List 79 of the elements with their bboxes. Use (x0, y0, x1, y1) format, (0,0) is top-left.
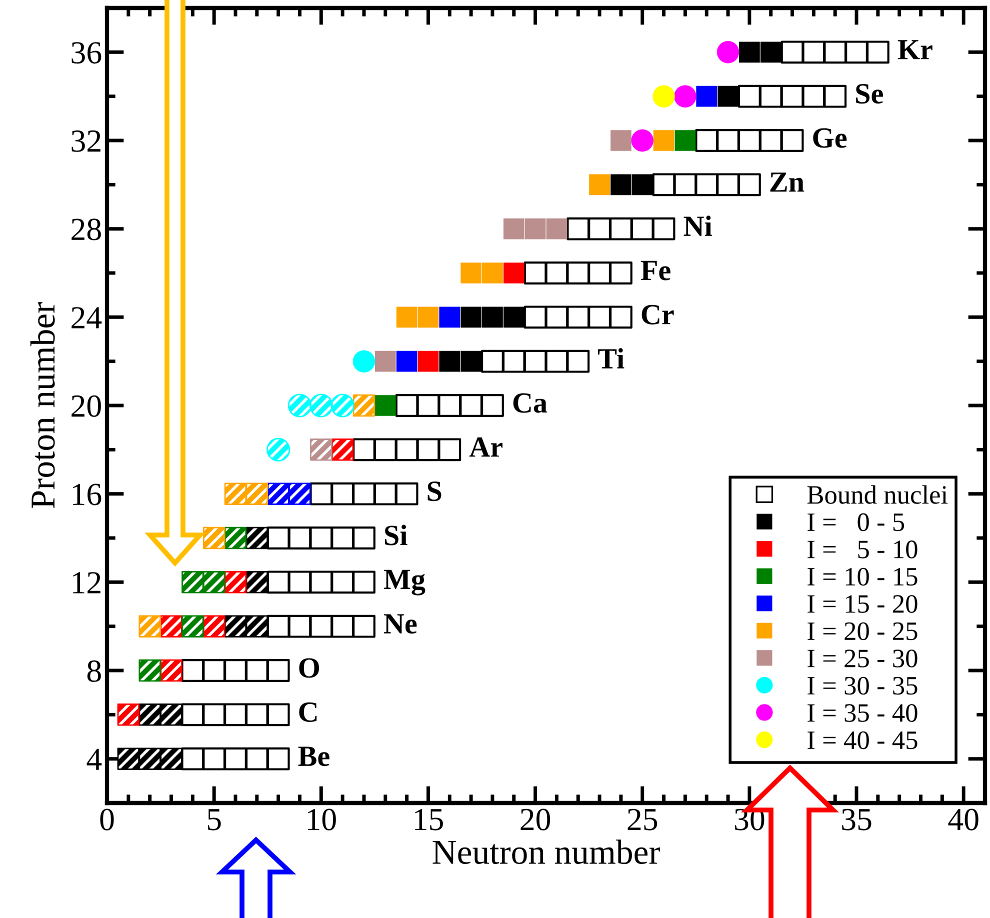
annotation: Mg (384, 570, 426, 596)
annotation: Si (384, 524, 408, 546)
point (418, 306, 439, 328)
point (418, 350, 439, 372)
point (503, 306, 524, 328)
annotation: Ar (469, 437, 502, 457)
point (610, 130, 632, 151)
point (674, 130, 696, 151)
y-tick-label: 4 (86, 748, 102, 770)
point (631, 129, 654, 152)
point (374, 395, 396, 416)
point (482, 306, 503, 328)
x-axis-title: Neutron number (432, 840, 660, 864)
y-tick-label: 32 (72, 130, 100, 152)
point (396, 306, 418, 328)
point (696, 86, 718, 107)
x-tick-label: 35 (842, 808, 872, 830)
annotation: Ti (598, 348, 624, 368)
x-tick-label: 10 (308, 808, 336, 830)
point (374, 350, 396, 372)
y-tick-label: 36 (72, 42, 102, 64)
point (718, 86, 738, 107)
annotation: C (299, 702, 317, 722)
x-tick-label: 15 (415, 808, 443, 830)
legend-label: I = 40 - 45 (808, 731, 918, 750)
legend-label: I = 0 - 5 (808, 513, 904, 532)
point (716, 41, 740, 64)
point (632, 174, 653, 196)
point (439, 350, 460, 372)
point (503, 262, 524, 284)
point (396, 350, 418, 372)
annotation: Ne (384, 614, 417, 634)
point (760, 42, 782, 63)
x-tick-label: 25 (628, 808, 658, 830)
annotation: O (299, 658, 320, 678)
x-tick-label: 20 (520, 808, 550, 830)
point (546, 218, 568, 240)
annotation: Zn (770, 172, 804, 192)
point (460, 306, 482, 328)
y-tick-label: 16 (73, 484, 102, 506)
annotation: Be (298, 746, 330, 766)
annotation: Fe (640, 260, 670, 280)
y-tick-label: 20 (72, 395, 101, 417)
point (352, 350, 376, 372)
y-tick-label: 24 (72, 307, 102, 328)
point (482, 262, 503, 284)
y-tick-label: 28 (72, 218, 101, 240)
annotation: Ni (684, 216, 712, 236)
point (460, 262, 482, 284)
y-axis-title: Proton number (30, 302, 55, 508)
legend-label: Bound nuclei (807, 485, 948, 504)
legend-label: I = 35 - 40 (808, 704, 918, 722)
annotation: Ge (813, 128, 847, 148)
legend-label: I = 20 - 25 (808, 622, 918, 640)
y-tick-label: 8 (87, 660, 101, 682)
point (439, 306, 460, 328)
x-tick-label: 0 (100, 808, 114, 830)
annotation: S (428, 482, 442, 502)
point (524, 218, 546, 240)
point (503, 218, 524, 240)
annotation: Ca (513, 393, 548, 413)
point (460, 350, 482, 372)
legend-label: I = 15 - 20 (808, 595, 918, 613)
point (589, 174, 610, 196)
x-tick-label: 5 (208, 809, 221, 830)
point (674, 85, 696, 108)
legend-label: I = 25 - 30 (808, 650, 918, 668)
annotation: Se (856, 84, 883, 104)
y-tick-label: 12 (73, 572, 100, 594)
annotation: Cr (642, 304, 674, 324)
legend-label: I = 10 - 15 (808, 568, 918, 586)
point (739, 42, 760, 63)
x-tick-label: 40 (948, 808, 978, 830)
point (652, 85, 675, 108)
point (610, 174, 632, 196)
legend-label: I = 5 - 10 (808, 540, 918, 558)
annotation: Kr (898, 40, 932, 60)
point (653, 130, 674, 151)
legend-label: I = 30 - 35 (808, 676, 918, 695)
